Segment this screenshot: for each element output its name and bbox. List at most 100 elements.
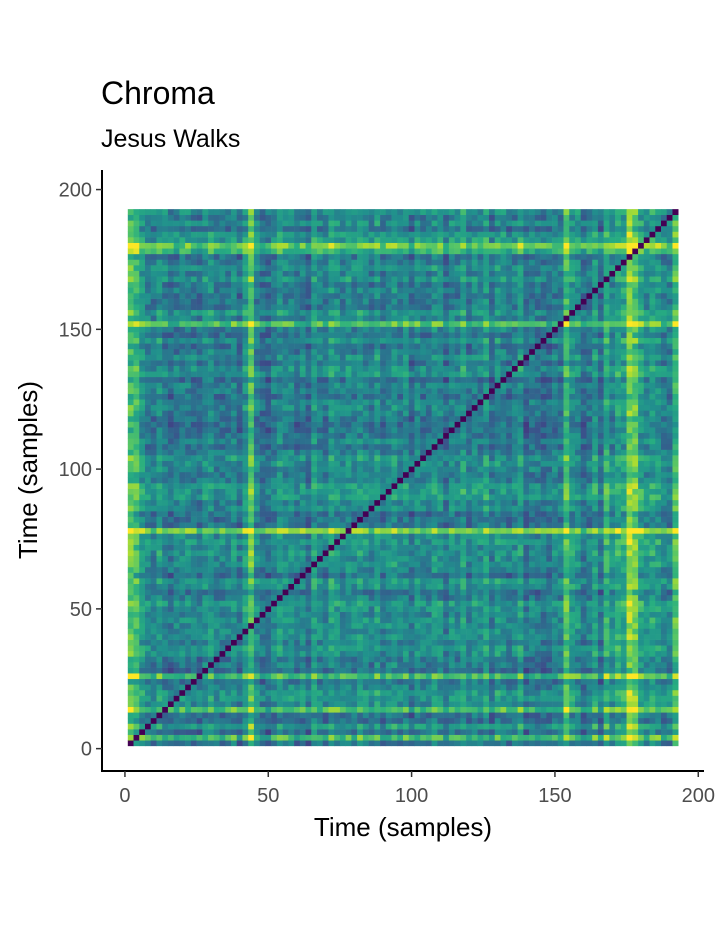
heatmap-cell — [242, 533, 249, 540]
heatmap-cell — [282, 611, 289, 618]
heatmap-cell — [179, 404, 186, 411]
heatmap-cell — [167, 522, 174, 529]
heatmap-cell — [253, 427, 260, 434]
heatmap-cells — [127, 209, 679, 747]
heatmap-cell — [265, 505, 272, 512]
heatmap-cell — [317, 511, 324, 517]
heatmap-cell — [139, 606, 146, 612]
heatmap-cell — [208, 371, 215, 378]
heatmap-cell — [253, 628, 260, 635]
heatmap-cell — [345, 354, 352, 361]
heatmap-cell — [397, 661, 404, 668]
heatmap-cell — [150, 443, 157, 450]
heatmap-cell — [311, 578, 318, 585]
heatmap-cell — [276, 622, 283, 629]
heatmap-cell — [219, 606, 226, 612]
heatmap-cell — [334, 622, 341, 629]
heatmap-cell — [271, 522, 278, 529]
heatmap-cell — [167, 594, 174, 601]
heatmap-cell — [391, 494, 398, 501]
heatmap-cell — [150, 544, 157, 551]
heatmap-cell — [368, 583, 375, 590]
heatmap-cell — [351, 701, 358, 708]
heatmap-cell — [167, 572, 174, 579]
heatmap-cell — [213, 315, 220, 322]
heatmap-cell — [248, 717, 255, 724]
heatmap-cell — [334, 628, 341, 635]
heatmap-cell — [288, 483, 295, 489]
heatmap-cell — [259, 432, 266, 439]
heatmap-cell — [374, 550, 381, 557]
heatmap-cell — [179, 410, 186, 417]
heatmap-cell — [150, 488, 157, 495]
heatmap-cell — [253, 466, 260, 473]
heatmap-cell — [242, 483, 249, 489]
heatmap-cell — [282, 343, 289, 350]
heatmap-cell — [408, 449, 415, 456]
heatmap-cell — [208, 622, 215, 629]
heatmap-cell — [248, 488, 255, 495]
heatmap-cell — [127, 320, 134, 327]
heatmap-cell — [408, 471, 415, 478]
heatmap-cell — [173, 639, 180, 646]
heatmap-cell — [299, 511, 306, 517]
heatmap-cell — [196, 572, 203, 579]
heatmap-cell — [345, 432, 352, 439]
heatmap-cell — [248, 673, 255, 680]
heatmap-cell — [173, 673, 180, 680]
heatmap-cell — [259, 533, 266, 540]
heatmap-cell — [322, 701, 329, 708]
heatmap-cell — [259, 326, 266, 333]
heatmap-cell — [288, 488, 295, 495]
heatmap-cell — [357, 415, 364, 422]
heatmap-cell — [190, 488, 197, 495]
heatmap-cell — [242, 477, 249, 484]
heatmap-cell — [179, 337, 186, 344]
heatmap-cell — [173, 488, 180, 495]
heatmap-cell — [385, 684, 392, 691]
heatmap-cell — [311, 701, 318, 708]
heatmap-cell — [208, 611, 215, 618]
heatmap-cell — [294, 583, 301, 590]
heatmap-cell — [150, 550, 157, 557]
heatmap-cell — [368, 270, 375, 277]
heatmap-cell — [202, 538, 209, 545]
heatmap-cell — [380, 287, 387, 294]
heatmap-cell — [317, 516, 324, 523]
heatmap-cell — [339, 326, 346, 333]
heatmap-cell — [299, 617, 306, 624]
heatmap-cell — [167, 544, 174, 551]
heatmap-cell — [282, 706, 289, 713]
heatmap-cell — [265, 382, 272, 389]
heatmap-cell — [403, 293, 410, 299]
heatmap-cell — [397, 488, 404, 495]
heatmap-cell — [139, 499, 146, 506]
heatmap-cell — [311, 583, 318, 590]
heatmap-cell — [242, 684, 249, 691]
heatmap-cell — [408, 645, 415, 652]
heatmap-cell — [190, 393, 197, 400]
heatmap-cell — [127, 723, 134, 730]
heatmap-cell — [185, 399, 192, 406]
heatmap-cell — [259, 684, 266, 691]
heatmap-cell — [351, 483, 358, 489]
heatmap-cell — [345, 315, 352, 322]
heatmap-cell — [259, 298, 266, 305]
heatmap-cell — [208, 673, 215, 680]
heatmap-cell — [368, 594, 375, 601]
heatmap-cell — [202, 483, 209, 489]
heatmap-cell — [294, 622, 301, 629]
heatmap-cell — [311, 410, 318, 417]
heatmap-cell — [317, 533, 324, 540]
heatmap-cell — [133, 639, 140, 646]
heatmap-cell — [339, 220, 346, 227]
heatmap-cell — [380, 499, 387, 506]
heatmap-cell — [345, 449, 352, 456]
heatmap-cell — [420, 673, 427, 680]
heatmap-cell — [265, 695, 272, 702]
heatmap-cell — [305, 494, 312, 501]
heatmap-cell — [317, 348, 324, 355]
heatmap-cell — [145, 225, 152, 232]
heatmap-cell — [282, 628, 289, 635]
heatmap-cell — [345, 388, 352, 394]
